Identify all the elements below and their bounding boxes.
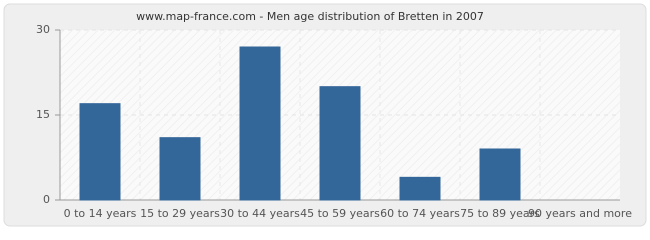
bar <box>479 148 521 201</box>
bar <box>79 103 121 201</box>
chart: www.map-france.com - Men age distributio… <box>3 3 647 227</box>
x-tick-label: 90 years and more <box>528 207 632 220</box>
bar <box>159 137 201 201</box>
bar <box>319 86 361 201</box>
x-tick-label: 0 to 14 years <box>64 207 137 220</box>
y-tick-label: 30 <box>36 23 50 36</box>
x-tick-label: 30 to 44 years <box>220 207 300 220</box>
y-tick-label: 0 <box>43 193 50 206</box>
x-tick-label: 60 to 74 years <box>380 207 460 220</box>
x-tick-label: 15 to 29 years <box>140 207 220 220</box>
y-tick-label: 15 <box>36 108 50 121</box>
bar <box>239 46 281 201</box>
x-tick-label: 75 to 89 years <box>460 207 540 220</box>
x-tick-label: 45 to 59 years <box>300 207 380 220</box>
bar <box>399 176 441 201</box>
chart-title: www.map-france.com - Men age distributio… <box>136 10 484 23</box>
